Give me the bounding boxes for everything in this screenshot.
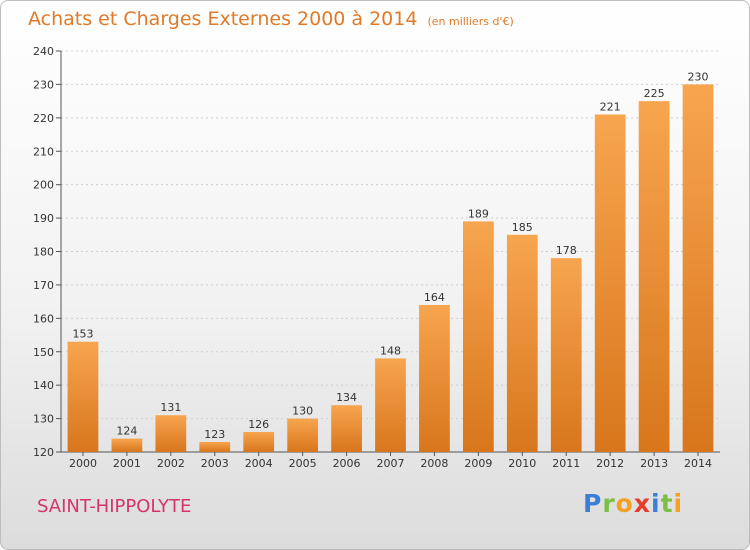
data-label: 189: [468, 207, 489, 220]
data-label: 123: [204, 428, 225, 441]
bar: [594, 114, 626, 452]
y-tick-label: 180: [33, 246, 54, 259]
y-tick-label: 150: [33, 346, 54, 359]
x-tick-label: 2008: [420, 457, 448, 470]
data-label: 164: [424, 291, 445, 304]
y-tick-label: 230: [33, 78, 54, 91]
commune-name: SAINT-HIPPOLYTE: [37, 496, 192, 517]
labels: 153 124 131 123 126 130 134 148 164 189 185 178 221 2…: [72, 70, 708, 441]
x-tick-label: 2012: [596, 457, 624, 470]
bar: [243, 431, 275, 452]
data-label: 225: [644, 87, 665, 100]
y-tick-label: 210: [33, 145, 54, 158]
y-tick-label: 200: [33, 179, 54, 192]
x-tick-label: 2005: [289, 457, 317, 470]
x-tick-label: 2007: [377, 457, 405, 470]
logo-letter: x: [633, 489, 651, 518]
logo-letter: i: [651, 489, 661, 518]
x-tick-label: 2003: [201, 457, 229, 470]
bar: [155, 415, 187, 452]
data-label: 221: [600, 100, 621, 113]
x-tick-label: 2006: [333, 457, 361, 470]
logo-letter: t: [660, 489, 674, 518]
y-tick-label: 140: [33, 379, 54, 392]
bar: [111, 438, 143, 452]
data-label: 134: [336, 391, 357, 404]
y-tick-label: 240: [33, 45, 54, 58]
x-tick-label: 2009: [464, 457, 492, 470]
bar: [638, 101, 670, 452]
y-tick-label: 160: [33, 312, 54, 325]
data-label: 230: [688, 70, 709, 83]
chart-subtitle: (en milliers d'€): [427, 15, 514, 28]
bar: [462, 221, 494, 452]
data-label: 130: [292, 405, 313, 418]
x-tick-label: 2001: [113, 457, 141, 470]
data-label: 153: [72, 328, 93, 341]
x-tick-label: 2010: [508, 457, 536, 470]
y-tick-label: 220: [33, 112, 54, 125]
data-label: 131: [160, 401, 181, 414]
x-tick-label: 2002: [157, 457, 185, 470]
bar: [331, 405, 362, 452]
logo-letter: o: [615, 489, 634, 518]
axes: 120 130 140 150 160 170 180 190 200 210 220 230 240 2…: [33, 45, 720, 470]
chart-title: Achats et Charges Externes 2000 à 2014 (e…: [28, 8, 514, 30]
data-label: 124: [116, 425, 137, 438]
bar: [506, 234, 538, 452]
data-label: 126: [248, 418, 269, 431]
proxiti-logo[interactable]: Proxiti: [583, 489, 683, 518]
data-label: 148: [380, 344, 401, 357]
logo-letter: i: [673, 489, 684, 518]
x-tick-label: 2011: [552, 457, 580, 470]
bar: [419, 304, 450, 452]
logo-letter: r: [602, 489, 616, 518]
chart-title-text: Achats et Charges Externes 2000 à 2014: [28, 8, 418, 30]
bar: [682, 84, 714, 453]
bar: [67, 341, 99, 452]
y-tick-label: 120: [33, 446, 54, 459]
bar: [287, 418, 319, 452]
logo-letter: P: [583, 489, 603, 518]
y-tick-label: 170: [33, 279, 54, 292]
x-tick-label: 2014: [684, 457, 712, 470]
bars: [67, 84, 714, 453]
x-tick-label: 2004: [245, 457, 273, 470]
data-label: 185: [512, 221, 533, 234]
data-label: 178: [556, 244, 577, 257]
x-tick-label: 2013: [640, 457, 668, 470]
bar: [199, 441, 231, 452]
bar: [375, 358, 406, 452]
y-tick-label: 130: [33, 413, 54, 426]
x-tick-label: 2000: [69, 457, 97, 470]
y-tick-label: 190: [33, 212, 54, 225]
bar: [550, 258, 582, 452]
